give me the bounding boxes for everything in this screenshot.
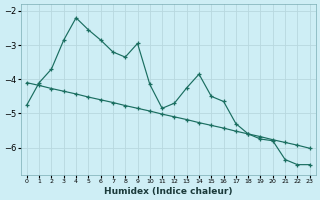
X-axis label: Humidex (Indice chaleur): Humidex (Indice chaleur) bbox=[104, 187, 233, 196]
